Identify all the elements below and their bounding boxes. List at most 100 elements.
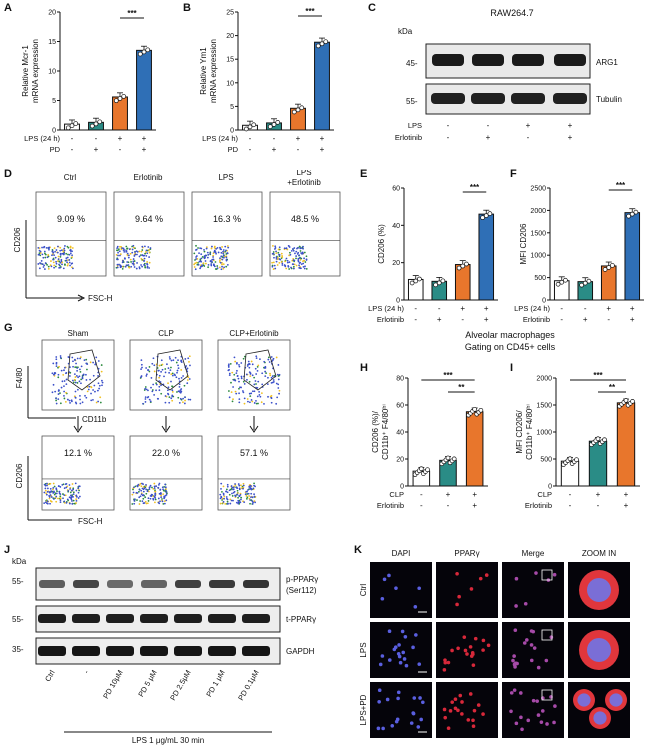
flow-event (152, 488, 155, 490)
cell (413, 605, 418, 609)
flow-event (57, 497, 59, 500)
condition-sign: - (569, 501, 572, 510)
data-point (145, 47, 151, 53)
cell (471, 724, 476, 728)
flow-event (74, 482, 77, 485)
flow-event (199, 247, 201, 250)
cell (453, 697, 458, 702)
flow-plots-g: Sham 12.1 % CLP 22.0 % CLP+Erlotinib 57.1 % F4… (15, 329, 291, 526)
row-label: LPS (359, 642, 368, 657)
condition-sign: - (71, 145, 74, 154)
flow-event (222, 494, 225, 496)
flow-event (140, 363, 143, 366)
flow-event (245, 373, 248, 376)
flow-event (132, 262, 135, 265)
flow-event (271, 252, 274, 255)
flow-event (138, 266, 141, 268)
condition-sign: - (95, 134, 98, 143)
cell (397, 654, 402, 659)
condition-sign: + (472, 490, 477, 499)
flow-event (222, 252, 225, 255)
gate-percentage: 57.1 % (240, 448, 268, 458)
flow-event (228, 374, 231, 376)
cell (416, 725, 421, 729)
flow-event (154, 492, 157, 495)
flow-event (44, 484, 47, 487)
flow-event (283, 247, 286, 250)
flow-event (47, 254, 50, 256)
flow-event (53, 493, 56, 496)
flow-event (72, 360, 74, 363)
flow-event (220, 487, 222, 490)
flow-plot-title: +Erlotinib (287, 178, 321, 187)
data-point (480, 215, 485, 221)
data-point (117, 96, 123, 101)
flow-event (162, 488, 164, 491)
flow-event (137, 490, 140, 493)
condition-sign: - (71, 134, 74, 143)
flow-event (46, 263, 48, 266)
flow-event (54, 256, 57, 259)
cell (398, 660, 403, 665)
flow-event (71, 503, 74, 505)
flow-event (227, 363, 230, 366)
flow-event (274, 247, 277, 249)
cell (377, 688, 382, 693)
flow-event (144, 252, 147, 255)
bar (478, 213, 495, 301)
flow-event (229, 498, 232, 501)
condition-sign: + (484, 304, 489, 313)
cell (522, 641, 527, 645)
cell (412, 696, 417, 700)
cell (387, 573, 391, 578)
flow-event (75, 498, 78, 501)
flow-event (280, 252, 283, 255)
flow-event (59, 501, 62, 504)
flow-event (171, 395, 174, 398)
flow-event (141, 500, 144, 503)
flow-event (161, 363, 164, 366)
y-axis-label: mRNA expression (31, 39, 40, 103)
flow-event (296, 252, 299, 255)
flow-event (151, 362, 154, 365)
flow-event (147, 497, 150, 500)
flow-event (100, 379, 103, 382)
flow-event (72, 499, 75, 502)
data-point (137, 51, 143, 57)
condition-sign: - (527, 133, 530, 142)
flow-event (232, 386, 235, 388)
flow-event (165, 499, 168, 502)
flow-event (68, 259, 71, 261)
cell (513, 628, 518, 632)
flow-event (57, 258, 60, 261)
flow-event (188, 360, 190, 363)
flow-event (226, 485, 229, 488)
flow-event (164, 371, 167, 374)
condition-sign: + (142, 145, 147, 154)
flow-event (167, 393, 170, 396)
flow-event (212, 263, 215, 266)
cell (421, 700, 425, 705)
flow-event (171, 385, 173, 388)
flow-event (268, 361, 271, 363)
flow-event (229, 362, 232, 365)
y-axis-label: MFI CD206 (519, 223, 528, 264)
flow-event (255, 399, 257, 402)
band-pppar (243, 580, 269, 588)
flow-event (230, 391, 233, 393)
condition-sign: - (249, 145, 252, 154)
flow-event (63, 487, 66, 490)
flow-event (76, 357, 79, 360)
flow-event (242, 484, 245, 487)
cell (523, 601, 528, 606)
cell (456, 646, 460, 651)
flow-event (57, 389, 60, 391)
flow-event (133, 255, 136, 257)
flow-event (238, 484, 241, 487)
flow-event (160, 359, 163, 362)
flow-event (169, 369, 172, 371)
flow-event (132, 246, 135, 249)
flow-event (121, 268, 124, 270)
flow-event (116, 245, 119, 248)
